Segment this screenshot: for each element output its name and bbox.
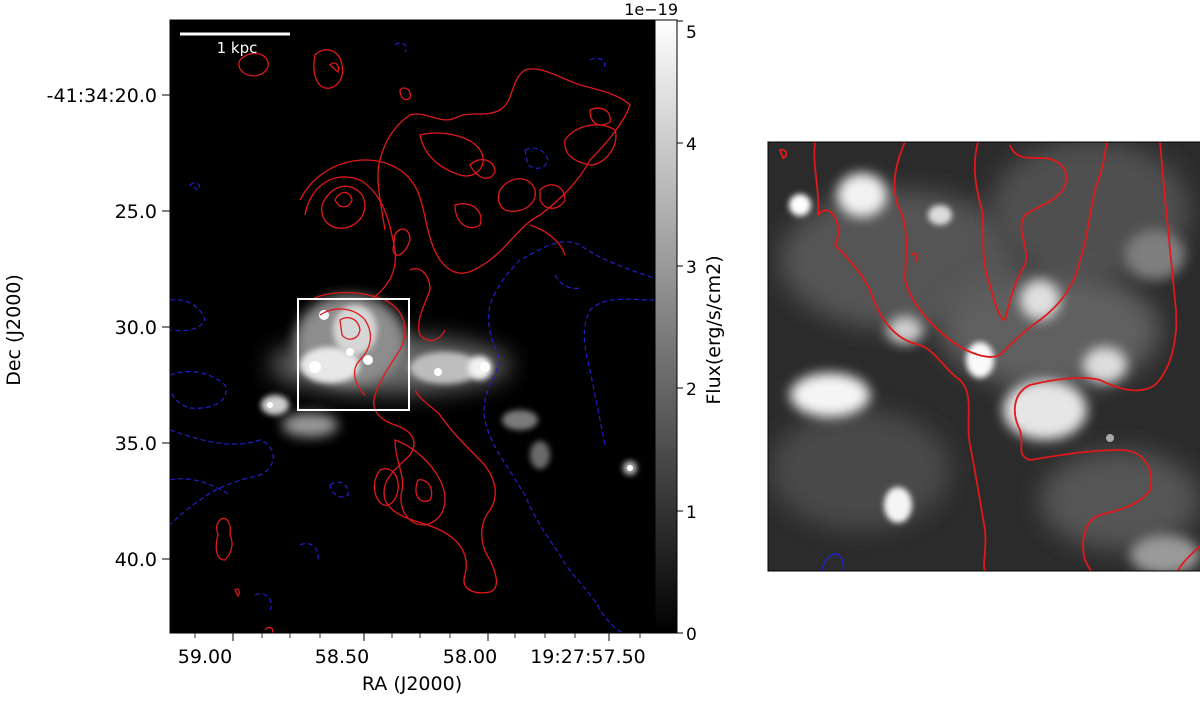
left-axis-ticks [162,94,610,641]
x-tick-label: 19:27:57.50 [530,646,646,668]
negative-contours [170,42,655,633]
galaxy-emission [261,295,637,475]
zoom-positive-contours [778,142,1200,571]
left-image-panel: 1 kpc [169,19,656,634]
colorbar-gradient [654,19,678,634]
right-zoom-panel [767,141,1200,572]
left-minor-ticks [194,633,641,638]
colorbar-offset-text: 1e−19 [624,0,678,19]
colorbar-tick-label: 1 [686,503,697,523]
zoom-box [297,298,410,411]
positive-contours [215,49,631,633]
colorbar-tick-label: 3 [686,258,697,278]
zoom-panel-frame [767,141,1200,572]
scale-bar-label: 1 kpc [217,39,258,57]
colorbar: 0 1 2 3 4 5 1e−19 Flux(erg/s/cm2) [624,0,725,645]
zoom-emission [770,142,1200,571]
y-tick-label: 35.0 [115,433,157,455]
colorbar-tick-label: 4 [686,135,697,155]
x-axis-label: RA (J2000) [362,673,462,695]
zoom-negative-contours [821,553,845,571]
colorbar-tick-label: 5 [686,23,697,43]
y-tick-label: -41:34:20.0 [47,85,157,107]
colorbar-tick-label: 0 [686,625,697,645]
x-tick-label: 59.00 [178,646,232,668]
y-axis-label: Dec (J2000) [3,274,25,386]
colorbar-label: Flux(erg/s/cm2) [703,255,725,404]
x-tick-label: 58.00 [443,646,497,668]
y-tick-label: 30.0 [115,317,157,339]
left-image-background [170,20,655,633]
x-tick-label: 58.50 [315,646,369,668]
y-tick-label: 25.0 [115,201,157,223]
y-tick-label: 40.0 [115,549,157,571]
colorbar-tick-label: 2 [686,380,697,400]
